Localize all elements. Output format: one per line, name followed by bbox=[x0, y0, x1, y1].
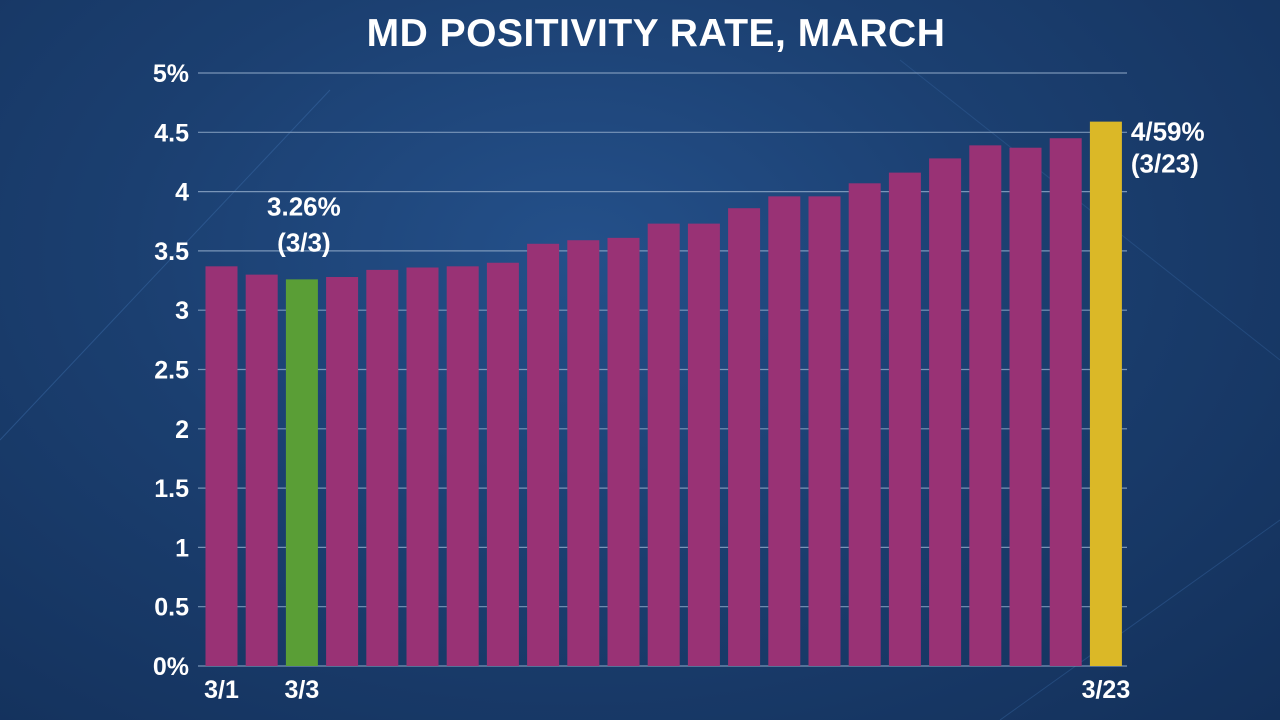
annotation-date: (3/23) bbox=[1131, 149, 1199, 179]
bar bbox=[1009, 147, 1042, 666]
bar bbox=[647, 223, 680, 666]
bar bbox=[607, 237, 640, 666]
y-tick-label: 5% bbox=[153, 60, 189, 88]
annotations: 3.26% (3/3) 4/59%(3/23) bbox=[267, 117, 1205, 258]
annotation-date: (3/3) bbox=[277, 227, 330, 257]
bar bbox=[848, 183, 881, 666]
bar bbox=[446, 266, 479, 666]
x-tick-label: 3/23 bbox=[1082, 676, 1131, 704]
annotation-value: 3.26% bbox=[267, 191, 341, 221]
bar bbox=[406, 267, 439, 666]
bar bbox=[929, 158, 962, 666]
x-axis-ticks: 3/1 3/3 3/23 bbox=[204, 676, 1130, 704]
bar bbox=[728, 208, 761, 667]
bar bbox=[326, 276, 359, 666]
y-tick-label: 1 bbox=[175, 534, 189, 562]
bar bbox=[969, 145, 1002, 666]
bar bbox=[205, 266, 238, 666]
y-tick-label: 3 bbox=[175, 297, 189, 325]
bar bbox=[687, 223, 720, 666]
y-tick-label: 4.5 bbox=[154, 119, 189, 147]
bar bbox=[567, 240, 600, 666]
y-tick-label: 2.5 bbox=[154, 357, 189, 385]
bar bbox=[1089, 121, 1122, 667]
x-tick-label: 3/1 bbox=[204, 676, 239, 704]
bar bbox=[527, 243, 560, 666]
y-axis-ticks: 0% 0.5 1 1.5 2 2.5 3 3.5 4 4.5 5% bbox=[153, 60, 189, 681]
y-tick-label: 1.5 bbox=[154, 475, 189, 503]
annotation-value: 4/59% bbox=[1131, 117, 1205, 147]
bar bbox=[808, 196, 841, 666]
bars bbox=[205, 121, 1122, 667]
bar bbox=[888, 172, 921, 666]
bar bbox=[366, 269, 399, 666]
y-tick-label: 4 bbox=[175, 179, 189, 207]
bar bbox=[285, 279, 318, 666]
bar bbox=[768, 196, 801, 666]
y-tick-label: 2 bbox=[175, 416, 189, 444]
y-tick-label: 0% bbox=[153, 653, 189, 681]
bar bbox=[486, 262, 519, 666]
bar bbox=[245, 274, 278, 666]
chart-title: MD POSITIVITY RATE, MARCH bbox=[366, 12, 946, 55]
x-tick-label: 3/3 bbox=[285, 676, 320, 704]
y-tick-label: 3.5 bbox=[154, 238, 189, 266]
bar bbox=[1049, 138, 1082, 667]
y-tick-label: 0.5 bbox=[154, 594, 189, 622]
